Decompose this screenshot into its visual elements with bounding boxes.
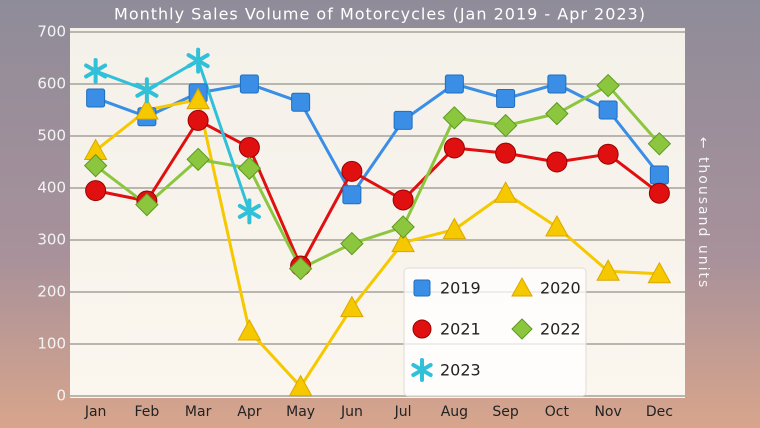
marker-asterisk — [237, 198, 261, 225]
y-tick-label: 200 — [37, 283, 66, 301]
marker-circle — [187, 109, 209, 131]
y-tick-label: 400 — [37, 179, 66, 197]
marker-circle — [85, 180, 107, 202]
marker-diamond — [83, 153, 108, 178]
y-tick-label: 300 — [37, 231, 66, 249]
marker-triangle — [135, 97, 159, 120]
legend-label: 2020 — [540, 279, 581, 298]
marker-square — [342, 185, 362, 205]
x-tick-label: Dec — [646, 404, 673, 420]
marker-diamond — [135, 192, 159, 217]
marker-square — [291, 92, 311, 112]
marker-circle — [648, 182, 670, 204]
marker-square — [496, 89, 516, 109]
series-line — [94, 84, 661, 271]
x-tick-label: Feb — [134, 404, 159, 420]
marker-diamond — [237, 156, 262, 180]
legend-label: 2023 — [440, 361, 481, 380]
marker-asterisk — [84, 58, 108, 84]
chart-title: Monthly Sales Volume of Motorcycles (Jan… — [114, 5, 646, 24]
marker-triangle — [442, 217, 467, 240]
marker-triangle — [511, 276, 533, 297]
x-tick-label: Mar — [185, 404, 212, 420]
legend-label: 2019 — [440, 279, 481, 298]
marker-circle — [238, 136, 260, 158]
marker-diamond — [647, 132, 672, 156]
marker-triangle — [596, 259, 620, 281]
marker-circle — [443, 137, 465, 159]
x-tick-label: Aug — [441, 404, 468, 420]
marker-circle — [412, 319, 432, 339]
marker-diamond — [288, 256, 313, 281]
marker-triangle — [237, 318, 262, 341]
marker-diamond — [545, 101, 569, 126]
marker-diamond — [186, 147, 210, 172]
marker-triangle — [545, 214, 569, 237]
marker-square — [239, 74, 259, 94]
y-axis-label: ← thousand units — [695, 137, 711, 289]
asterisk-stroke — [186, 53, 210, 69]
asterisk-stroke — [135, 82, 159, 98]
legend-box — [403, 267, 587, 397]
y-tick-label: 500 — [37, 127, 66, 145]
marker-asterisk — [135, 77, 159, 104]
x-tick-label: Sep — [492, 404, 519, 420]
marker-triangle — [391, 230, 415, 253]
marker-square — [393, 110, 413, 130]
marker-diamond — [442, 106, 467, 130]
marker-circle — [597, 143, 619, 165]
marker-triangle — [340, 295, 364, 318]
marker-asterisk — [411, 358, 433, 382]
y-tick-label: 0 — [56, 387, 66, 405]
x-tick-label: Apr — [237, 404, 261, 420]
y-tick-label: 600 — [37, 75, 66, 93]
marker-triangle — [186, 87, 210, 110]
y-tick-label: 700 — [37, 23, 66, 41]
marker-triangle — [288, 374, 313, 397]
asterisk-stroke — [411, 363, 433, 377]
marker-diamond — [493, 113, 518, 138]
marker-asterisk — [186, 47, 210, 74]
x-tick-label: Jan — [84, 404, 107, 420]
marker-diamond — [511, 318, 533, 340]
marker-diamond — [596, 73, 620, 98]
marker-circle — [546, 151, 568, 173]
marker-diamond — [340, 231, 364, 256]
x-tick-label: Oct — [545, 404, 570, 420]
asterisk-stroke — [237, 203, 261, 219]
x-tick-label: Jul — [394, 404, 412, 420]
marker-triangle — [493, 181, 518, 203]
legend-label: 2021 — [440, 320, 481, 339]
marker-square — [547, 74, 567, 94]
marker-square — [444, 74, 464, 94]
asterisk-stroke — [84, 63, 108, 79]
legend-label: 2022 — [540, 320, 581, 339]
marker-square — [598, 100, 618, 120]
x-tick-label: Jun — [340, 404, 363, 420]
marker-circle — [495, 142, 517, 164]
x-tick-label: Nov — [594, 404, 621, 420]
marker-circle — [341, 160, 363, 182]
marker-circle — [392, 189, 414, 211]
marker-diamond — [391, 215, 415, 239]
marker-triangle — [647, 261, 672, 284]
y-tick-label: 100 — [37, 335, 66, 353]
series-line — [95, 59, 251, 212]
marker-square — [649, 165, 669, 185]
x-tick-label: May — [286, 404, 315, 420]
marker-square — [413, 279, 431, 297]
marker-square — [86, 88, 106, 108]
